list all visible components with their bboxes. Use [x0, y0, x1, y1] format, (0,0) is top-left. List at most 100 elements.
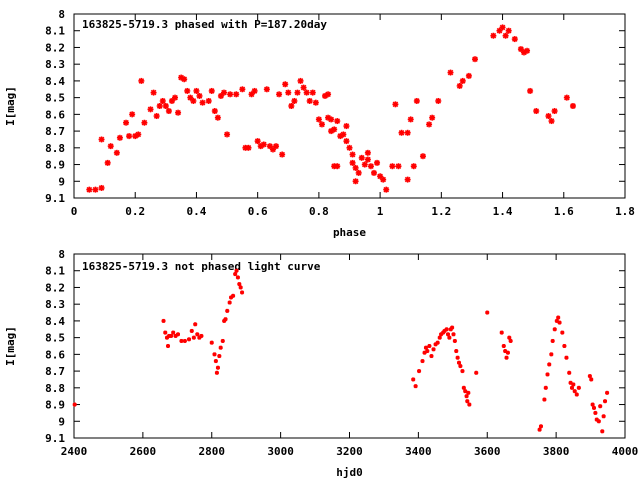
data-point [224, 131, 231, 138]
data-point [602, 399, 608, 404]
data-point [567, 370, 572, 375]
data-point [273, 143, 280, 150]
data-point [184, 87, 191, 94]
phased-light-curve-panel: 0 0.2 0.4 0.6 0.8 1 1.2 1.4 1.6 1.8 8 8.1 8.2 8.3 8.4 8… [4, 8, 635, 239]
data-point [92, 186, 99, 193]
data-point [352, 178, 359, 185]
hjd-axis-label: hjd0 [336, 466, 363, 479]
data-point [129, 111, 136, 118]
data-point [601, 414, 606, 419]
data-point [199, 333, 204, 339]
data-point [254, 138, 261, 145]
data-point [463, 389, 468, 394]
x-tick-label: 1.2 [431, 205, 451, 218]
data-point [237, 282, 242, 287]
data-point [171, 330, 176, 335]
data-point [214, 370, 219, 375]
data-point [451, 332, 456, 337]
data-point [156, 103, 163, 109]
data-point [447, 335, 452, 340]
data-point [234, 268, 239, 273]
y-tick-label: 8.2 [45, 281, 65, 294]
data-point [165, 343, 171, 349]
magnitude-axis-label: I[mag] [4, 86, 17, 126]
data-point [227, 91, 234, 98]
data-point [511, 36, 518, 43]
y-tick-label: 8.3 [45, 58, 65, 71]
y-tick-label: 8.5 [45, 92, 65, 105]
data-point [220, 338, 225, 344]
data-point [276, 91, 283, 98]
data-point [550, 338, 555, 344]
data-point [508, 338, 513, 344]
data-point [235, 275, 240, 280]
data-point [211, 108, 218, 115]
data-point [444, 327, 449, 332]
data-point [212, 352, 217, 357]
data-point [501, 343, 506, 349]
data-point [189, 328, 194, 334]
data-point [233, 91, 240, 98]
data-point [431, 347, 436, 352]
data-point [466, 390, 471, 395]
data-point [364, 149, 371, 156]
data-point [358, 154, 365, 161]
data-point [437, 335, 442, 340]
phased-chart-title: 163825-5719.3 phased with P=187.20day [82, 18, 327, 31]
y-tick-label: 8.9 [45, 399, 65, 412]
data-point [569, 103, 576, 109]
data-point [297, 77, 304, 84]
data-point [413, 97, 420, 104]
x-tick-label: 1.8 [615, 205, 635, 218]
data-point [349, 159, 356, 166]
data-point [169, 333, 174, 339]
data-point [239, 290, 245, 295]
data-point [458, 364, 463, 369]
data-point [411, 377, 416, 382]
data-point [291, 97, 298, 104]
data-point [238, 285, 243, 290]
data-point [435, 340, 440, 345]
data-point [361, 161, 368, 168]
data-point [168, 97, 175, 104]
data-point [464, 394, 469, 399]
data-point [423, 345, 429, 350]
data-point [161, 318, 166, 323]
data-point [193, 87, 200, 94]
data-point [505, 350, 510, 355]
data-point [309, 89, 316, 96]
data-point [175, 332, 181, 337]
data-point [190, 97, 197, 104]
data-point [355, 169, 362, 176]
y-tick-label: 8.2 [45, 41, 65, 54]
y-tick-label: 8.7 [45, 125, 65, 138]
data-point [502, 32, 509, 39]
y-tick-label: 9 [58, 415, 65, 428]
x-tick-label: 3200 [336, 445, 363, 458]
data-point [598, 404, 603, 409]
data-point [574, 392, 579, 397]
data-point [420, 358, 425, 364]
data-point [104, 159, 111, 166]
data-point [245, 144, 252, 151]
data-point [294, 89, 301, 96]
y-tick-label: 8.5 [45, 332, 65, 345]
data-point [524, 47, 531, 54]
data-point [455, 355, 460, 360]
data-point [435, 97, 442, 104]
data-point [374, 159, 381, 166]
y-tick-label: 8.7 [45, 365, 65, 378]
data-point [367, 163, 374, 170]
data-point [199, 99, 206, 106]
data-point [175, 109, 182, 116]
data-point [215, 365, 221, 370]
data-point [490, 32, 497, 39]
data-point [303, 89, 310, 96]
data-point [251, 87, 258, 94]
y-tick-label: 8.8 [45, 142, 65, 155]
data-point [181, 76, 188, 83]
data-point [593, 410, 598, 415]
y-tick-label: 8.1 [45, 265, 65, 278]
data-point [527, 87, 534, 94]
